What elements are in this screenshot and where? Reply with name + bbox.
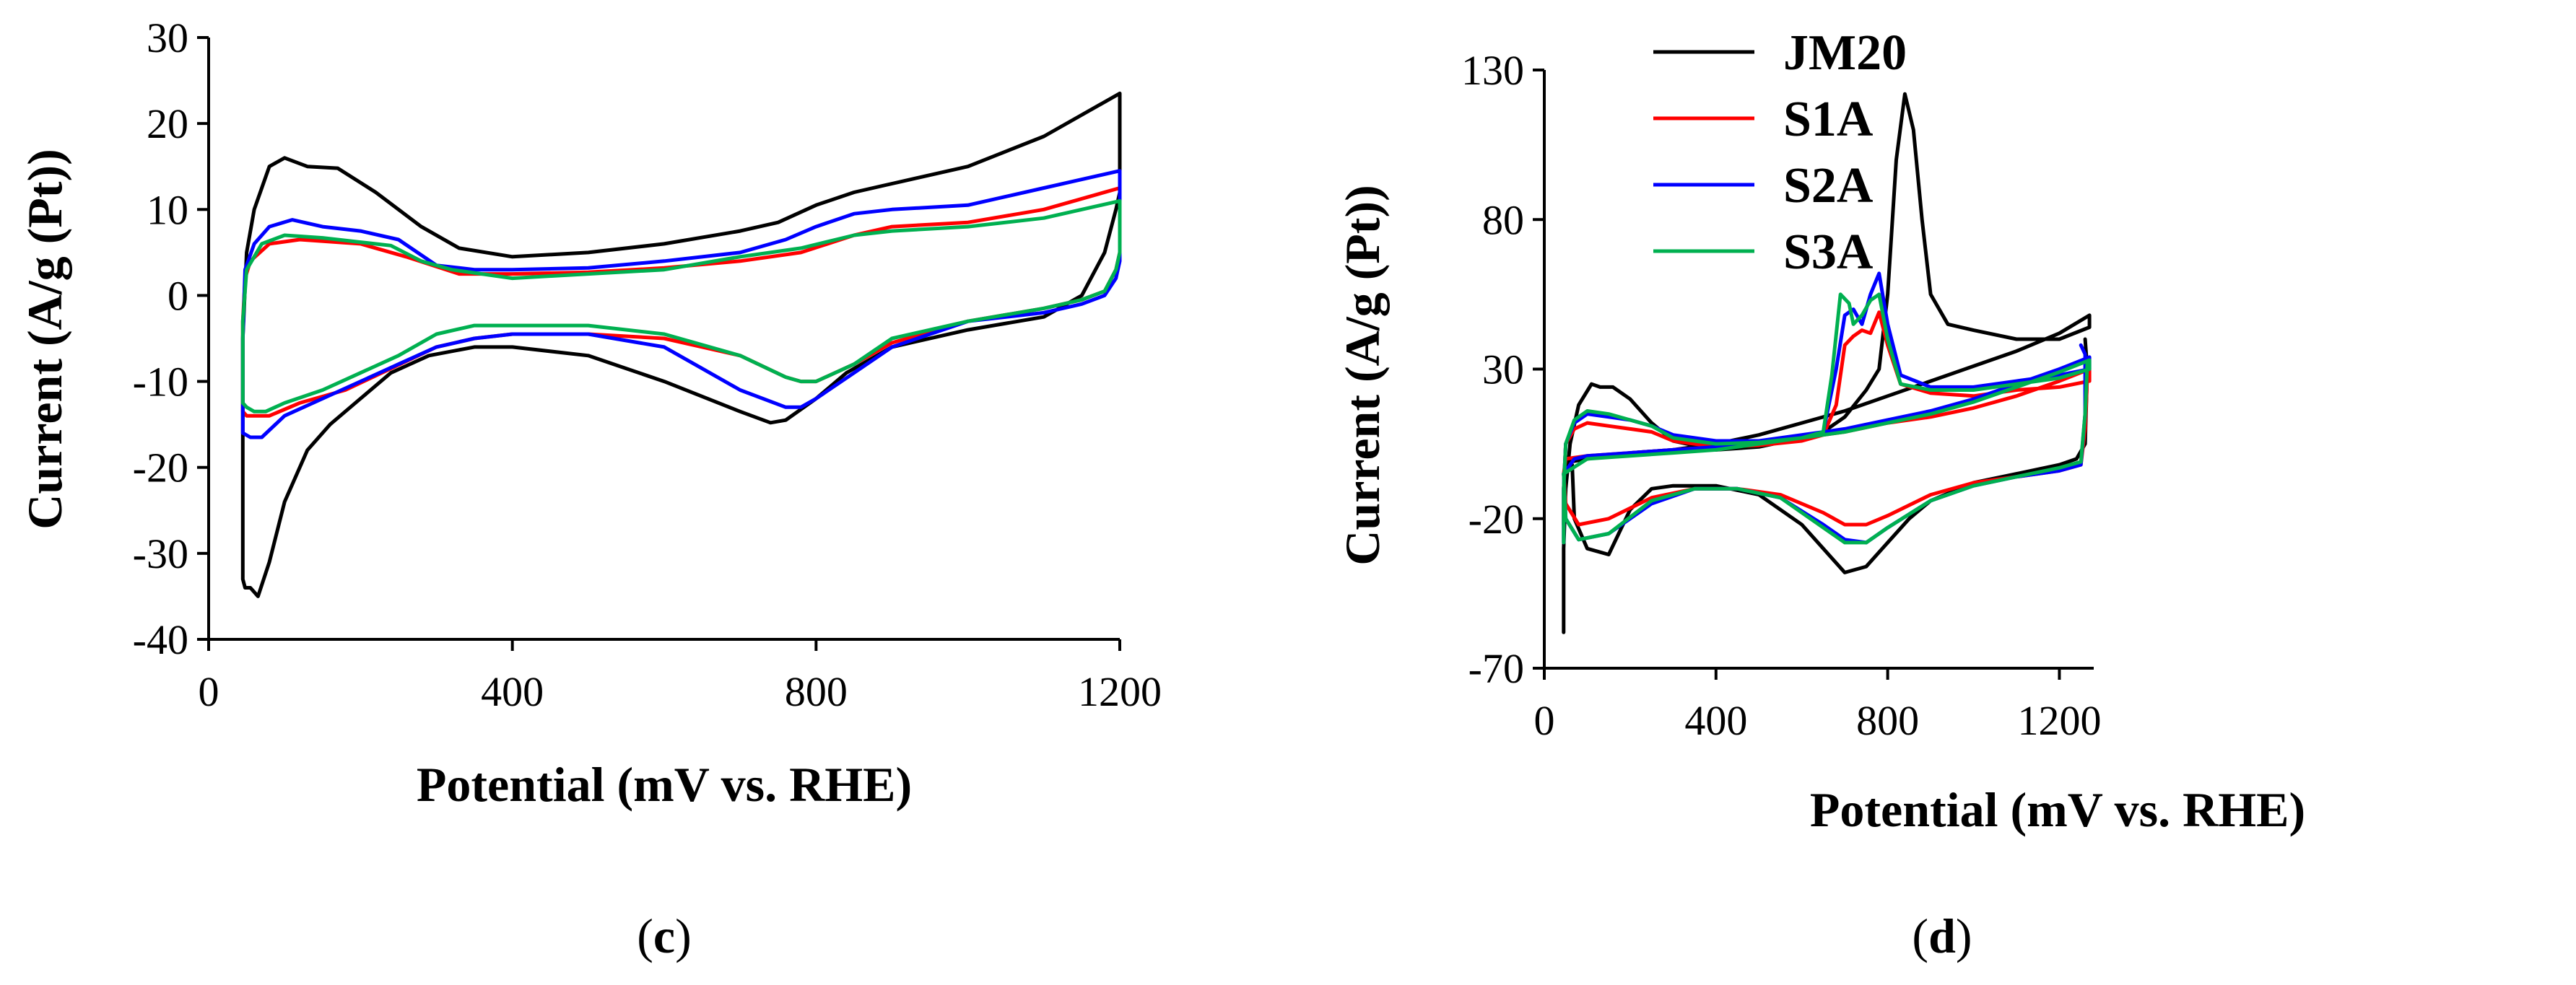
panel-d-y-tick-label: 80 <box>1482 196 1524 243</box>
panel-c-y-tick-label: -20 <box>133 445 188 491</box>
panel-c-caption-letter: c <box>653 909 675 963</box>
panel-d-x-tick-label: 0 <box>1534 697 1555 744</box>
panel-c-caption-open: ( <box>637 909 653 963</box>
panel-d-y-tick-label: -20 <box>1468 496 1524 543</box>
panel-c-x-tick-label: 0 <box>199 668 219 715</box>
panel-d-y-tick-label: 130 <box>1461 47 1524 94</box>
legend-label-s3a: S3A <box>1783 224 1874 280</box>
legend-label-s1a: S1A <box>1783 92 1874 147</box>
panel-c-x-tick-label: 400 <box>481 668 544 715</box>
panel-d-caption: (d) <box>1912 909 1972 963</box>
panel-c-y-tick-label: 10 <box>147 186 188 233</box>
legend-label-s2a: S2A <box>1783 158 1874 214</box>
panel-d-y-tick-label: -70 <box>1468 645 1524 692</box>
panel-c-series-s2a <box>240 169 1122 439</box>
panel-d-x-tick-label: 400 <box>1684 697 1747 744</box>
panel-c-y-tick-label: -10 <box>133 359 188 406</box>
panel-d-y-tick-label: 30 <box>1482 346 1524 393</box>
legend-label-jm20: JM20 <box>1783 25 1907 81</box>
panel-c-y-tick-label: 20 <box>147 100 188 147</box>
panel-c-plot-area <box>240 91 1122 598</box>
panel-c-x-tick-label: 800 <box>785 668 848 715</box>
panel-d-x-label: Potential (mV vs. RHE) <box>1810 782 2305 837</box>
panel-d-y-label: Current (A/g (Pt)) <box>1335 185 1390 565</box>
panel-c-x-tick-label: 1200 <box>1078 668 1162 715</box>
panel-c-caption: (c) <box>637 909 692 963</box>
panel-d-caption-letter: d <box>1928 909 1956 963</box>
panel-c-ticks: 0 400 800 1200 -40 -30 -20 -10 0 10 20 30 <box>133 14 1162 715</box>
panel-d-plot-area <box>1562 92 2092 634</box>
panel-c-x-label: Potential (mV vs. RHE) <box>417 757 912 812</box>
panel-c-y-tick-label: -30 <box>133 530 188 577</box>
panel-d-x-tick-label: 800 <box>1856 697 1919 744</box>
panel-d-ticks: 0 400 800 1200 -70 -20 30 80 130 <box>1461 47 2101 744</box>
panel-c-series-s3a <box>240 198 1122 413</box>
panel-d-chart: 0 400 800 1200 -70 -20 30 80 130 Potential (mV v… <box>1335 25 2305 963</box>
panel-d-caption-open: ( <box>1912 909 1928 963</box>
panel-c-y-tick-label: 0 <box>167 272 188 319</box>
panel-c-y-label: Current (A/g (Pt)) <box>17 149 72 529</box>
panel-c-chart: 0 400 800 1200 -40 -30 -20 -10 0 10 20 30 Potential… <box>17 14 1162 963</box>
panel-c-series-s1a <box>240 186 1122 418</box>
panel-d-legend: JM20 S1A S2A S3A <box>1653 25 1907 280</box>
panel-d-caption-close: ) <box>1956 909 1972 963</box>
panel-d-x-tick-label: 1200 <box>2017 697 2101 744</box>
panel-c-y-tick-label: -40 <box>133 616 188 663</box>
panel-c-caption-close: ) <box>675 909 692 963</box>
panel-d-series-s3a <box>1562 292 2092 545</box>
panel-c-y-tick-label: 30 <box>147 14 188 61</box>
panel-c-series-jm20 <box>240 91 1122 598</box>
